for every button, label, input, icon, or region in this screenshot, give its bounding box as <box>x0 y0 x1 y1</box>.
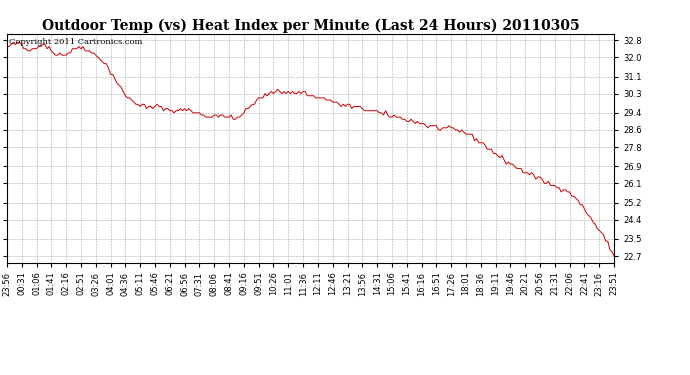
Text: Copyright 2011 Cartronics.com: Copyright 2011 Cartronics.com <box>9 38 142 46</box>
Title: Outdoor Temp (vs) Heat Index per Minute (Last 24 Hours) 20110305: Outdoor Temp (vs) Heat Index per Minute … <box>41 18 580 33</box>
